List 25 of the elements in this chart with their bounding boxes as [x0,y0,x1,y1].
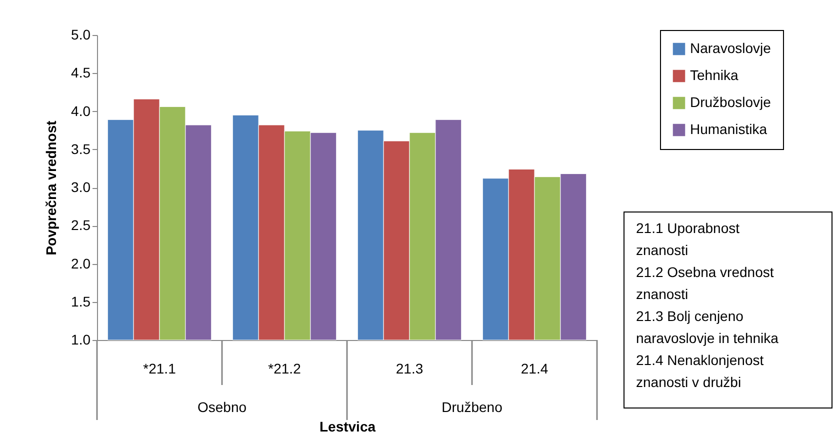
x-axis-title: Lestvica [319,418,376,434]
text: 21.1 Uporabnost znanosti [636,220,740,258]
x-tick-label: 21.4 [520,360,548,376]
legend-label: Družboslovje [690,94,772,110]
y-axis-title: Povprečna vrednost [43,120,60,256]
y-tick-label: 1.5 [71,293,91,310]
y-tick-label: 5.0 [71,26,91,42]
text: 21.3 Bolj cenjeno naravoslovje in tehnika [636,308,779,346]
y-tick-label: 2.0 [71,255,91,272]
text: Osebno [197,399,247,415]
legend-label: Tehnika [690,67,738,83]
y-tick-label: 4.0 [71,102,91,119]
legend-label: Naravoslovje [690,40,772,56]
y-tick-label: 1.0 [71,332,91,348]
y-tick-label: 2.5 [71,217,91,234]
text: 21.4 Nenaklonjenost znanosti v družbi [636,352,764,390]
x-tick-label: *21.1 [143,360,176,376]
text: Družbeno [442,399,503,415]
y-tick-label: 4.5 [71,64,91,81]
text: 21.2 Osebna vrednost znanosti [636,264,774,302]
legend-label: Humanistika [690,121,768,137]
y-tick-label: 3.5 [71,140,91,157]
x-tick-label: 21.3 [396,360,424,376]
y-tick-label: 3.0 [71,179,91,195]
x-tick-label: *21.2 [268,360,302,376]
